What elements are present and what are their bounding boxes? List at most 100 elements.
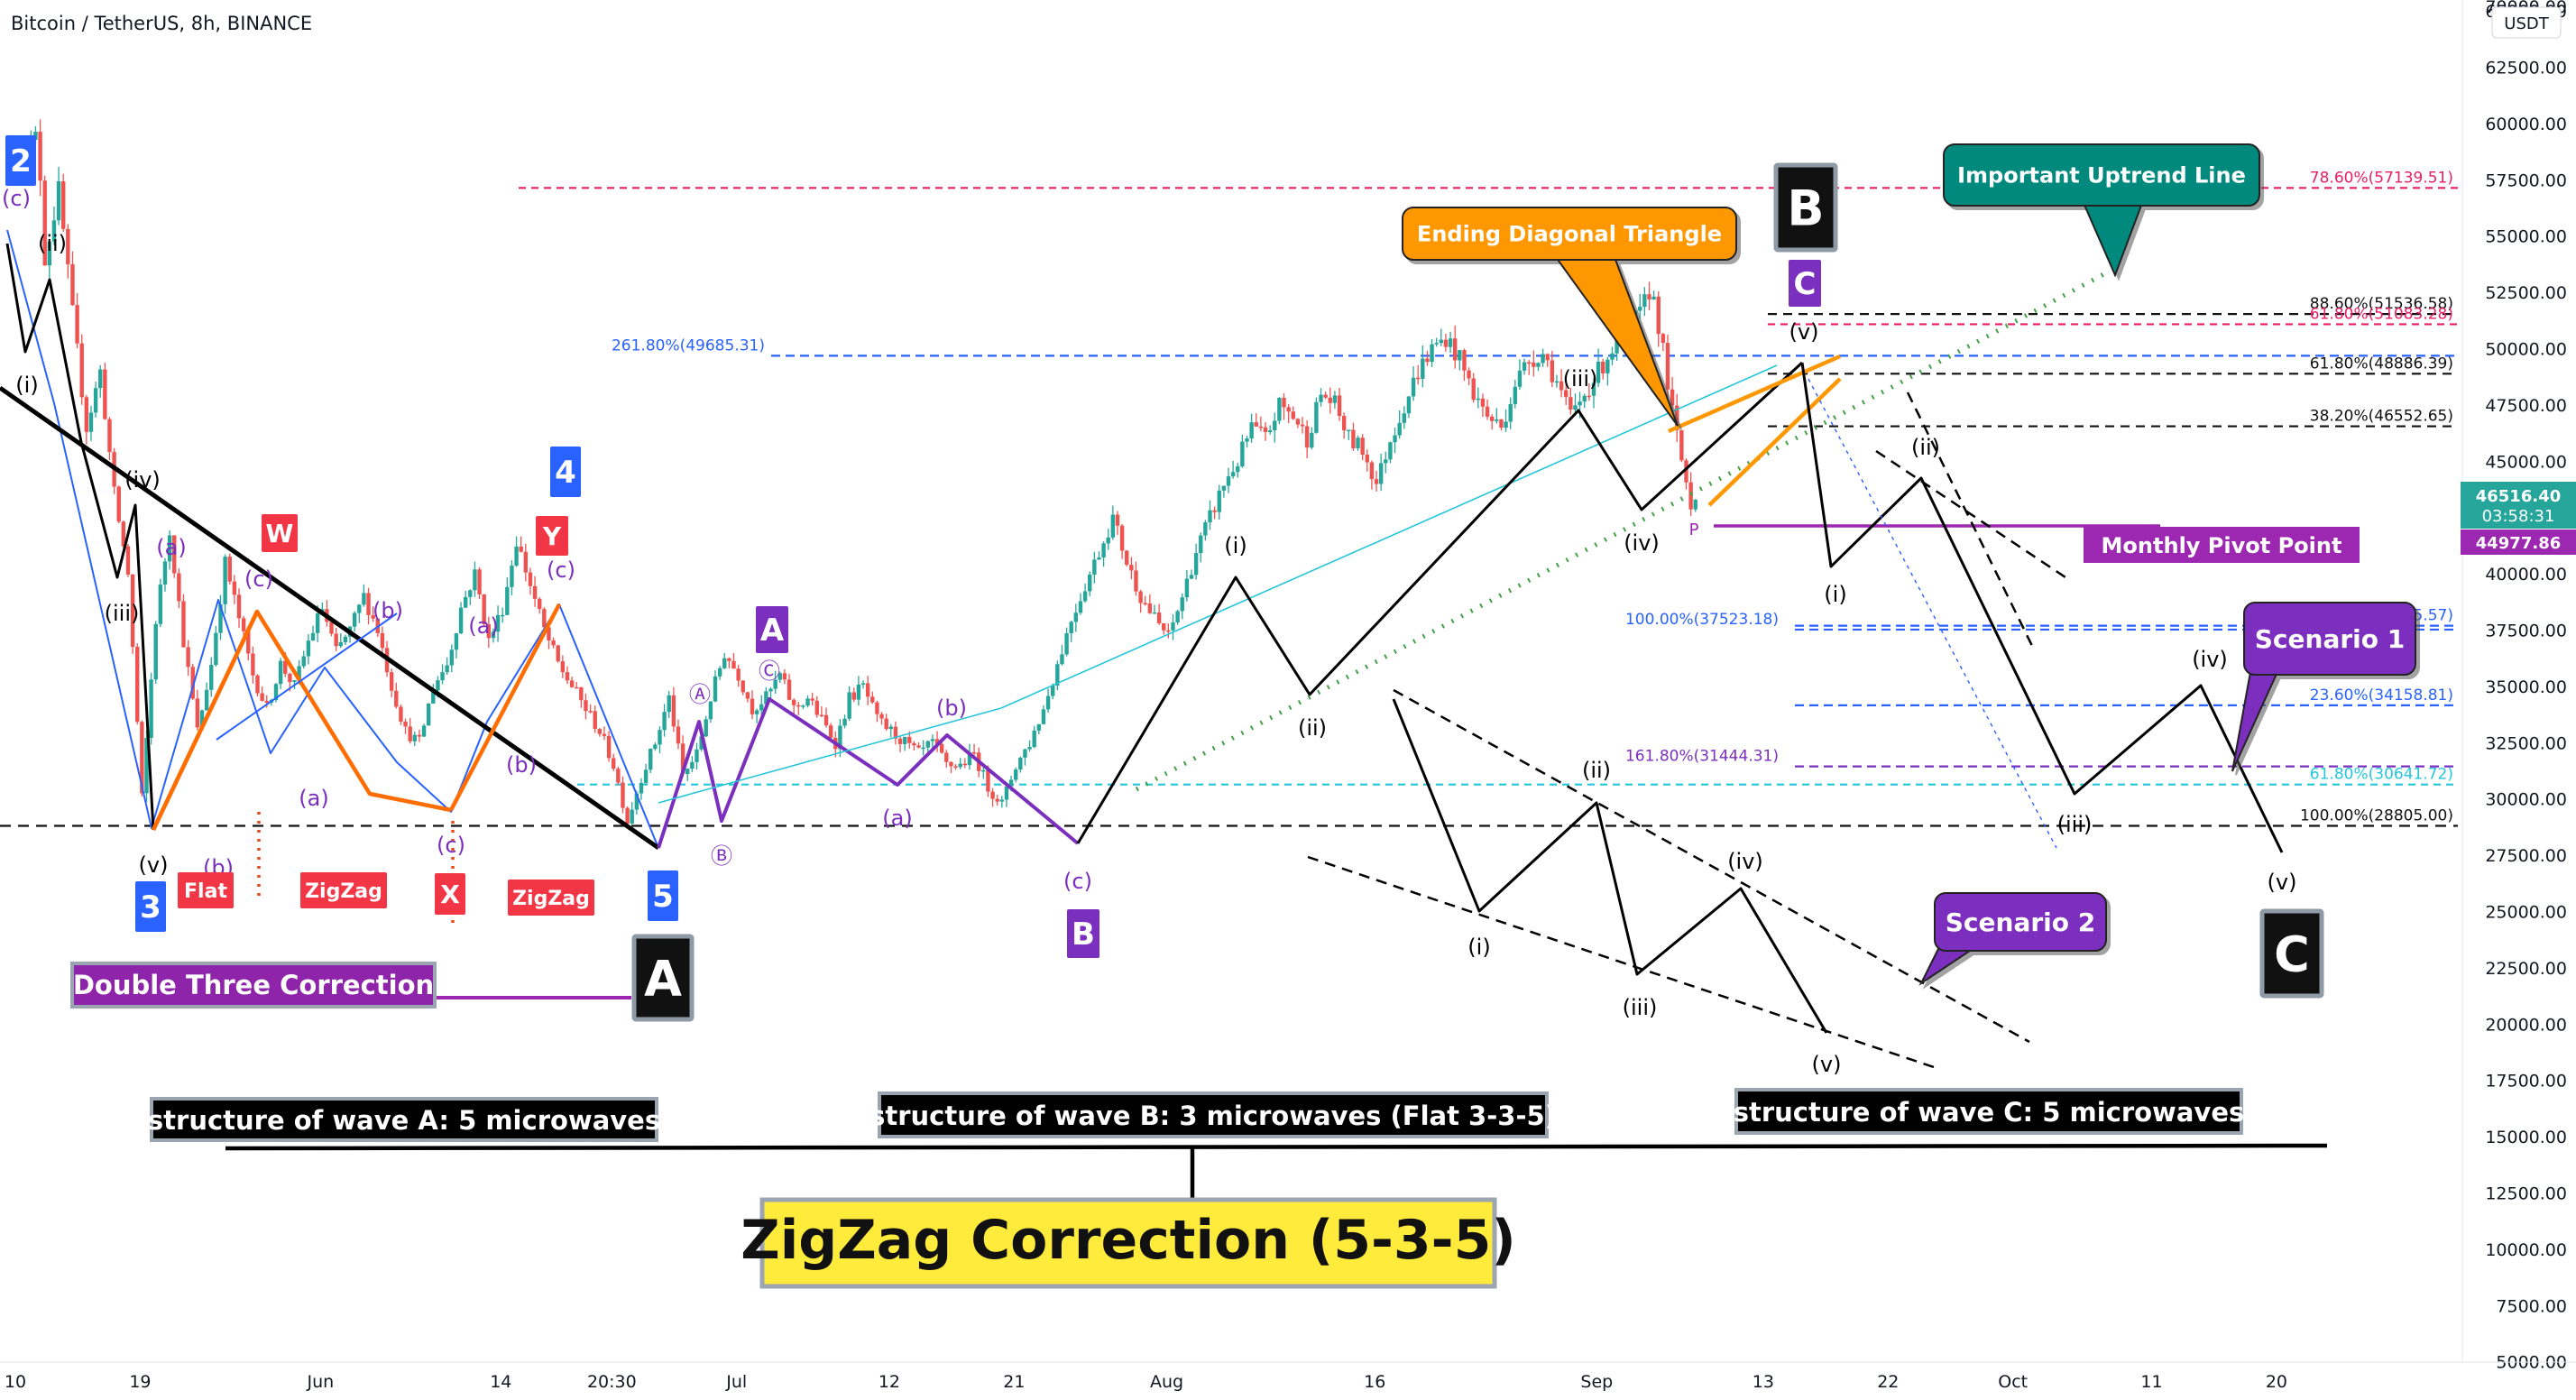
wave-label: (iii) <box>1563 366 1598 391</box>
main-title: ZigZag Correction (5-3-5) <box>741 1197 1516 1289</box>
candle-body <box>736 668 741 681</box>
countdown-timer: 03:58:31 <box>2482 507 2555 526</box>
time-tick-label: 14 <box>490 1372 511 1392</box>
wave-label: (c) <box>547 557 575 583</box>
candle-body <box>1489 416 1495 421</box>
candle-body <box>1203 522 1208 536</box>
structure-wave-b-frame <box>878 1091 1549 1138</box>
candle-body <box>676 726 681 744</box>
fib-level-label: 161.80%(31444.31) <box>1625 748 1779 766</box>
candle-body <box>1217 490 1221 512</box>
candle-body <box>199 710 205 728</box>
scenario-2-path <box>1392 698 1828 1034</box>
wave-label-y-text: Y <box>542 521 562 551</box>
structure-wave-a-text: structure of wave A: 5 microwaves <box>148 1105 660 1136</box>
candle-body <box>1656 296 1661 335</box>
wave-label: (iii) <box>105 601 140 626</box>
time-tick-label: Sep <box>1580 1372 1613 1392</box>
candle-body <box>1055 664 1060 686</box>
price-tick-label: 57500.00 <box>2485 170 2567 190</box>
zigzag-w-up <box>151 611 260 831</box>
candle-body <box>380 632 385 649</box>
candle-body <box>750 698 755 714</box>
candle-body <box>399 706 403 723</box>
wave-label: (ii) <box>1582 758 1611 783</box>
candle-body <box>569 680 575 687</box>
candle-body <box>214 632 218 666</box>
candle-body <box>121 521 126 547</box>
candle-body <box>1443 339 1449 347</box>
candle-body <box>551 640 556 646</box>
candle-body <box>731 660 736 669</box>
candle-body <box>1212 510 1217 512</box>
candle-body <box>912 742 916 746</box>
candle-body <box>1541 354 1545 364</box>
pivot-price-tag <box>2461 530 2576 555</box>
candle-body <box>916 745 921 748</box>
candle-body <box>1476 398 1481 401</box>
flat-wave <box>657 697 1080 849</box>
candle-body <box>297 666 301 681</box>
candle-body <box>1018 757 1023 769</box>
callout-scenario-2-text: Scenario 2 <box>1946 907 2095 937</box>
candle-body <box>1448 338 1453 347</box>
candle-body <box>1688 482 1693 510</box>
wave-label-purple-c-text: C <box>1794 266 1817 302</box>
candle-body <box>172 535 177 574</box>
candle-body <box>1258 426 1264 428</box>
candle-body <box>51 220 57 242</box>
candle-body <box>1156 612 1162 623</box>
price-tick-label: 47500.00 <box>2485 396 2567 416</box>
candle-body <box>1249 422 1254 439</box>
wave-label: (v) <box>1789 319 1819 345</box>
candle-body <box>1573 405 1578 410</box>
candle-body <box>773 679 777 689</box>
wave-label-black-a-text: A <box>644 950 682 1007</box>
callout-ending-diagonal-text: Ending Diagonal Triangle <box>1417 222 1722 247</box>
candle-body <box>186 647 190 668</box>
time-tick-label: 21 <box>1003 1372 1025 1392</box>
candle-body <box>842 718 847 726</box>
candle-body <box>1569 397 1573 410</box>
callout-scenario-2-frame <box>1934 892 2107 952</box>
price-tick-label: 35000.00 <box>2485 677 2567 697</box>
candle-body <box>88 412 94 432</box>
candle-body <box>1341 416 1347 431</box>
candle-body <box>1532 362 1536 367</box>
candle-body <box>1559 381 1564 391</box>
candle-body <box>962 763 968 766</box>
candle-body <box>1073 612 1079 622</box>
wave-1-subwaves <box>5 243 155 831</box>
candle-body <box>505 586 510 615</box>
wave-label: (iv) <box>1727 849 1763 874</box>
wave-labels: (i) (ii) (iii) (iv) (v) (i) (ii) (iii) (iv) (v) (i… <box>2 135 2416 1289</box>
price-tick-label: 40000.00 <box>2485 565 2567 585</box>
fib-level-label: 61.80%(51083.28) <box>2310 305 2453 323</box>
candle-body <box>690 761 695 769</box>
wave-label: (i) <box>1224 533 1247 558</box>
wave-label-black-b-frame <box>1773 162 1838 253</box>
callout-uptrend-line-frame <box>1943 143 2260 207</box>
price-tick-label: 5000.00 <box>2496 1353 2567 1373</box>
candle-body <box>449 649 455 666</box>
candle-body <box>981 769 986 772</box>
candle-body <box>575 686 579 689</box>
impulse-wave-blue <box>6 229 659 849</box>
wave-label: (v) <box>139 852 169 878</box>
candle-body <box>685 769 690 775</box>
candle-body <box>362 593 366 605</box>
candle-body <box>514 546 519 566</box>
candle-body <box>1647 294 1651 299</box>
wave-label: (iii) <box>2057 812 2093 837</box>
currency-button[interactable]: USDT <box>2491 6 2562 39</box>
candle-body <box>1175 611 1180 623</box>
candle-body <box>61 181 66 229</box>
candle-body <box>495 614 501 632</box>
candle-body <box>1397 422 1402 436</box>
candle-body <box>999 799 1005 802</box>
candle-body <box>273 684 279 700</box>
candle-body <box>70 263 75 306</box>
candle-body <box>232 581 237 595</box>
candle-body <box>264 700 269 704</box>
